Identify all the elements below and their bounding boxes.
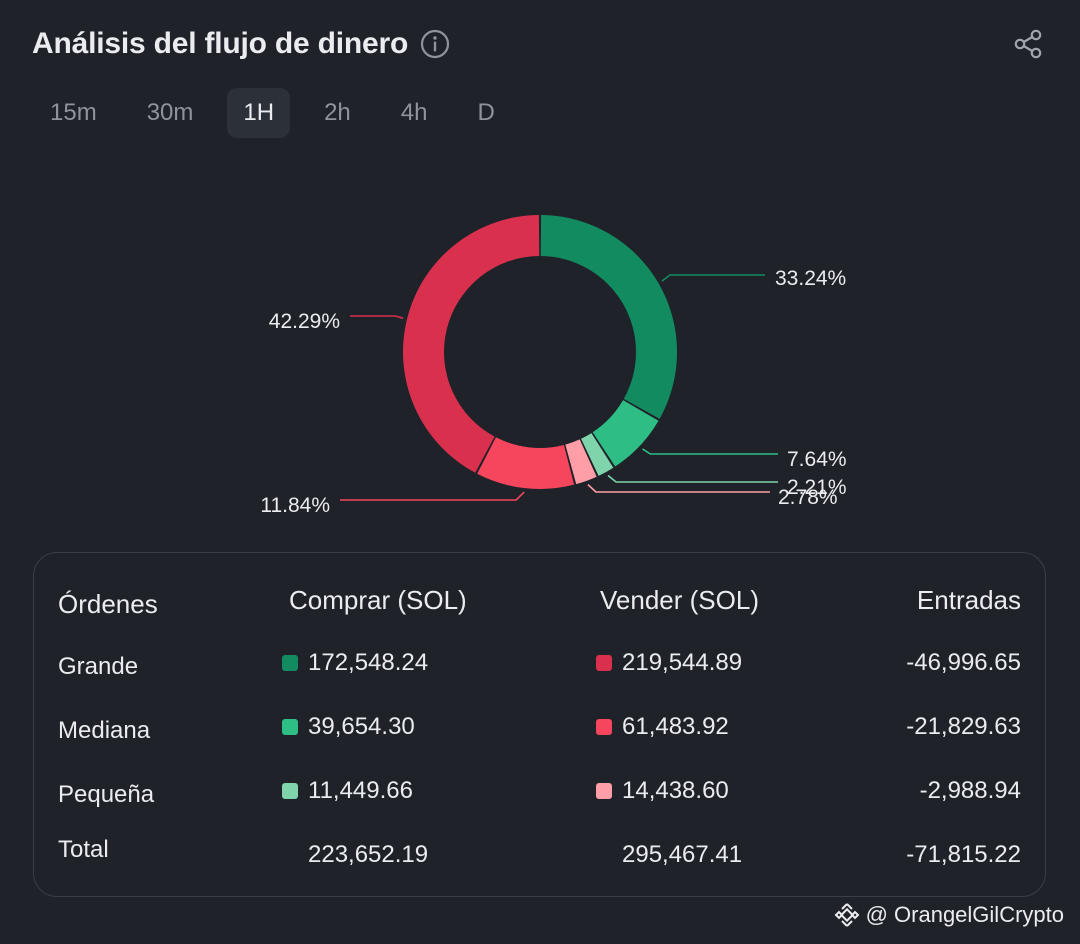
buy-swatch (282, 719, 298, 735)
total-sell-value: 295,467.41 (622, 841, 743, 868)
header-orders: Órdenes (58, 589, 158, 619)
leader-line (350, 315, 404, 319)
tab-15m[interactable]: 15m (50, 99, 97, 126)
row-label-grande: Grande (58, 653, 139, 680)
header-buy: Comprar (SOL) (289, 585, 467, 615)
buy-cell-grande: 172,548.24 (282, 649, 428, 677)
sell-value: 219,544.89 (622, 649, 743, 676)
buy-value: 11,449.66 (308, 777, 413, 804)
info-icon[interactable] (420, 29, 450, 59)
inflow-value-grande: -46,996.65 (906, 649, 1021, 676)
inflow-value-pequena: -2,988.94 (919, 777, 1021, 804)
page-title: Análisis del flujo de dinero (32, 27, 409, 60)
row-label-total: Total (58, 836, 109, 863)
watermark-text: @ OrangelGilCrypto (865, 902, 1064, 927)
orders-table: Órdenes Comprar (SOL) Vender (SOL) Entra… (33, 552, 1046, 897)
donut-slice (540, 215, 677, 419)
total-inflow-value: -71,815.22 (906, 841, 1021, 868)
leader-line (340, 491, 525, 501)
sell-cell-pequena: 14,438.60 (596, 777, 729, 805)
buy-value: 39,654.30 (308, 713, 415, 740)
sell-swatch (596, 719, 612, 735)
tab-30m[interactable]: 30m (146, 99, 194, 126)
slice-label: 2.78% (778, 486, 838, 509)
header-inflow: Entradas (916, 585, 1021, 615)
sell-swatch (596, 783, 612, 799)
tab-d[interactable]: D (477, 99, 495, 126)
buy-cell-pequena: 11,449.66 (282, 777, 413, 805)
slice-label: 42.29% (269, 310, 340, 333)
share-icon[interactable] (1012, 28, 1044, 60)
sell-cell-mediana: 61,483.92 (596, 713, 729, 741)
leader-line (607, 474, 778, 483)
interval-tabs: 15m 30m 1H 2h 4h D (34, 88, 529, 138)
donut-slice (477, 437, 575, 489)
buy-swatch (282, 655, 298, 671)
donut-slice (565, 439, 597, 485)
slice-label: 7.64% (787, 448, 847, 471)
header-sell: Vender (SOL) (600, 585, 759, 615)
donut-slice (402, 215, 540, 473)
leader-line (587, 484, 770, 493)
sell-cell-grande: 219,544.89 (596, 649, 742, 677)
row-label-mediana: Mediana (58, 717, 151, 744)
donut-slice (581, 433, 614, 476)
buy-swatch (282, 783, 298, 799)
tab-1h[interactable]: 1H (227, 88, 291, 138)
buy-value: 172,548.24 (308, 649, 429, 676)
sell-value: 14,438.60 (622, 777, 729, 804)
slice-label: 2.21% (787, 476, 847, 499)
sell-value: 61,483.92 (622, 713, 729, 740)
leader-line (661, 274, 765, 282)
donut-chart: 33.24% 7.64% 2.21% 2.78% 11.84% 42.29% (0, 170, 1080, 540)
header: Análisis del flujo de dinero (32, 20, 450, 68)
donut-chart-svg: 33.24% 7.64% 2.21%2.78% 11.84% 42.29% (260, 215, 847, 517)
tab-2h[interactable]: 2h (324, 99, 351, 126)
total-buy-value: 223,652.19 (308, 841, 429, 868)
row-label-pequena: Pequeña (58, 781, 155, 808)
inflow-value-mediana: -21,829.63 (906, 713, 1021, 740)
slice-label: 33.24% (775, 267, 846, 290)
tab-4h[interactable]: 4h (400, 99, 428, 126)
slice-label: 11.84% (260, 494, 330, 517)
watermark: @ OrangelGilCrypto (834, 902, 1064, 928)
buy-cell-mediana: 39,654.30 (282, 713, 415, 741)
donut-slice (592, 400, 659, 467)
leader-line (641, 448, 778, 455)
binance-logo-icon (834, 903, 860, 927)
sell-swatch (596, 655, 612, 671)
